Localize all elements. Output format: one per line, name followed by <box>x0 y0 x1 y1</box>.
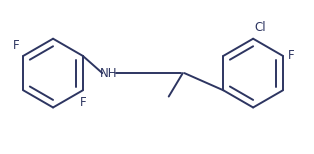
Text: F: F <box>288 49 294 62</box>
Text: NH: NH <box>100 67 117 80</box>
Text: Cl: Cl <box>255 21 266 34</box>
Text: F: F <box>79 96 86 109</box>
Text: F: F <box>13 39 19 52</box>
